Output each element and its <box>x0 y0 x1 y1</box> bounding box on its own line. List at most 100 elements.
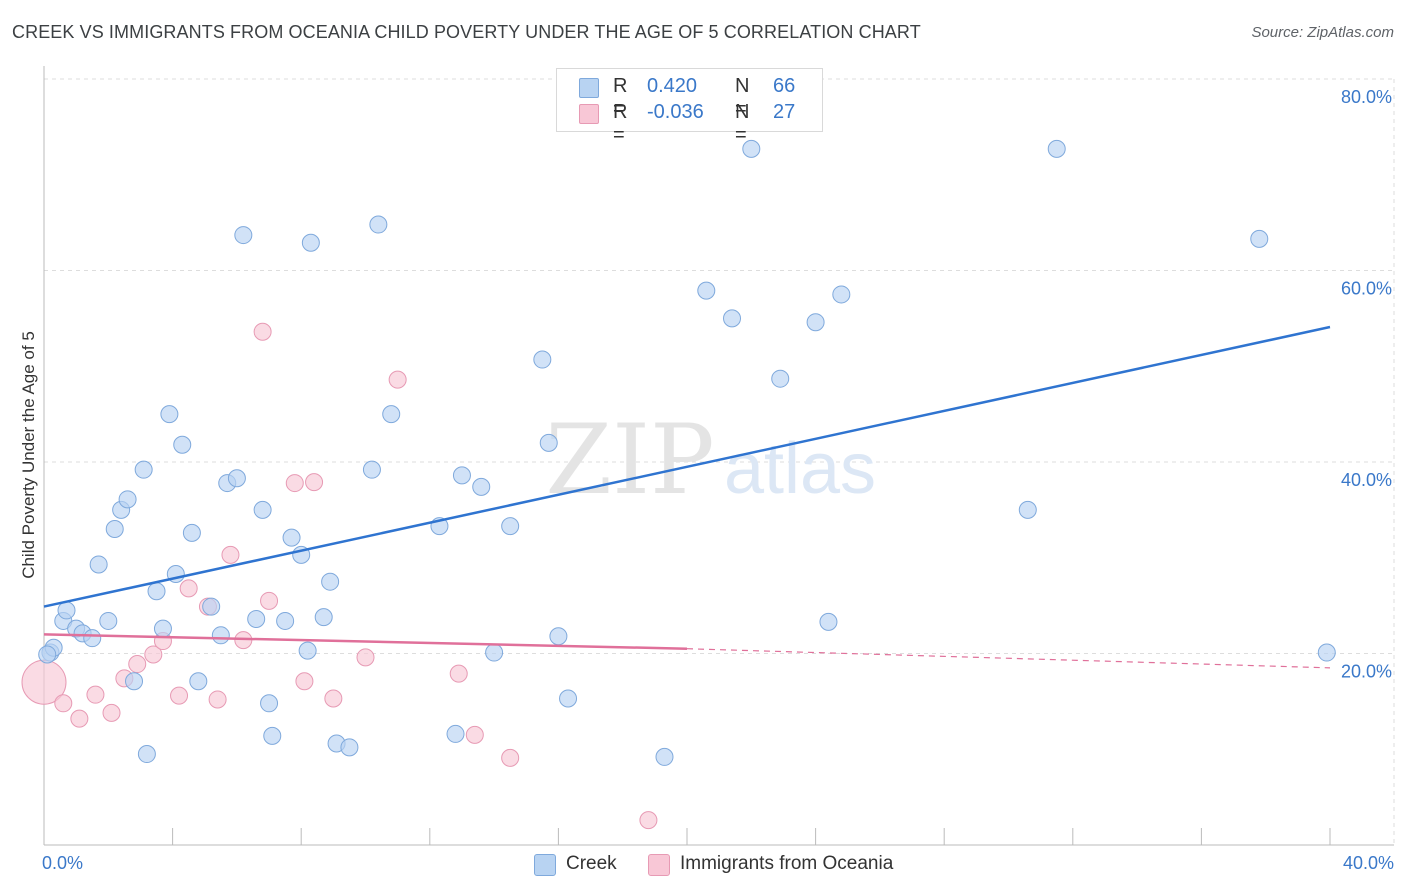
creek-point <box>253 500 272 519</box>
creek-point <box>234 226 253 245</box>
series-oceania-points <box>21 322 658 830</box>
x-tick-label-max: 40.0% <box>1343 853 1394 873</box>
creek-point <box>118 490 137 509</box>
creek-point <box>501 517 520 536</box>
creek-point <box>125 672 144 691</box>
creek-point <box>189 672 208 691</box>
y-tick-label: 80.0% <box>1341 87 1392 107</box>
oceania-point <box>208 690 227 709</box>
creek-point <box>202 597 221 616</box>
creek-point <box>147 582 166 601</box>
grid-lines <box>44 78 1395 845</box>
creek-trend-line <box>43 325 1331 608</box>
creek-point <box>832 285 851 304</box>
n-label: N = <box>735 75 750 120</box>
creek-point <box>137 745 156 764</box>
y-tick-label: 40.0% <box>1341 470 1392 490</box>
trend-lines <box>43 325 1331 669</box>
creek-point <box>1047 139 1066 158</box>
creek-point <box>247 610 266 629</box>
oceania-point <box>102 703 121 722</box>
oceania-point <box>449 664 468 683</box>
creek-point <box>742 139 761 158</box>
oceania-point <box>70 709 89 728</box>
oceania-point <box>144 645 163 664</box>
creek-point <box>533 350 552 369</box>
creek-point <box>539 433 558 452</box>
creek-point <box>369 215 388 234</box>
n-value: 27 <box>773 101 796 123</box>
creek-point <box>160 405 179 424</box>
creek-point <box>472 477 491 496</box>
creek-point <box>298 641 317 660</box>
chart-title: CREEK VS IMMIGRANTS FROM OCEANIA CHILD P… <box>12 22 921 42</box>
n-value: 66 <box>773 75 796 97</box>
creek-point <box>1250 229 1269 248</box>
creek-point <box>382 405 401 424</box>
oceania-point <box>170 686 189 705</box>
oceania-point <box>86 685 105 704</box>
oceania-point <box>128 655 147 674</box>
oceania-trend-line <box>43 633 688 650</box>
creek-point <box>173 435 192 454</box>
creek-point <box>314 608 333 627</box>
creek-point <box>559 689 578 708</box>
creek-point <box>38 645 57 664</box>
creek-legend-swatch <box>534 854 556 876</box>
stats-legend: R = 0.420 N = 66 R = -0.036 N = 27 <box>556 68 823 146</box>
x-tick-label-min: 0.0% <box>42 853 83 873</box>
creek-point <box>819 612 838 631</box>
r-label: R = <box>613 75 628 120</box>
creek-point <box>105 520 124 539</box>
legend-label-oceania: Immigrants from Oceania <box>680 853 894 874</box>
oceania-point <box>54 694 73 713</box>
creek-point <box>57 601 76 620</box>
creek-swatch <box>579 78 599 98</box>
y-axis-label: Child Poverty Under the Age of 5 <box>19 331 38 579</box>
creek-point <box>83 629 102 648</box>
oceania-point <box>501 748 520 767</box>
r-label: R = <box>613 101 628 146</box>
creek-point <box>99 611 118 630</box>
creek-point <box>549 627 568 646</box>
creek-point <box>723 309 742 328</box>
creek-point <box>340 738 359 757</box>
creek-point <box>89 555 108 574</box>
creek-point <box>697 281 716 300</box>
creek-point <box>301 233 320 252</box>
axes: 20.0% 40.0% 60.0% 80.0% 0.0% 40.0% <box>42 66 1394 873</box>
oceania-point <box>305 473 324 492</box>
creek-point <box>806 313 825 332</box>
n-label: N = <box>735 101 750 146</box>
oceania-point <box>295 672 314 691</box>
y-tick-label: 20.0% <box>1341 662 1392 682</box>
source-label: Source: ZipAtlas.com <box>1251 24 1394 41</box>
series-creek-points <box>38 139 1336 766</box>
oceania-point <box>639 811 658 830</box>
creek-point <box>771 369 790 388</box>
creek-point <box>227 469 246 488</box>
creek-point <box>321 572 340 591</box>
creek-point <box>485 643 504 662</box>
oceania-point <box>179 579 198 598</box>
oceania-point <box>221 545 240 564</box>
creek-point <box>134 460 153 479</box>
creek-point <box>260 694 279 713</box>
oceania-point <box>260 591 279 610</box>
legend-label-creek: Creek <box>566 853 617 874</box>
series-legend: Creek Immigrants from Oceania <box>0 852 1406 878</box>
creek-point <box>655 747 674 766</box>
creek-point <box>263 726 282 745</box>
r-value: -0.036 <box>647 101 704 123</box>
creek-point <box>282 528 301 547</box>
oceania-point <box>356 648 375 667</box>
creek-point <box>1317 643 1336 662</box>
y-tick-label: 60.0% <box>1341 279 1392 299</box>
oceania-swatch <box>579 104 599 124</box>
oceania-point <box>324 689 343 708</box>
creek-point <box>276 611 295 630</box>
creek-point <box>211 626 230 645</box>
creek-point <box>153 619 172 638</box>
oceania-legend-swatch <box>648 854 670 876</box>
